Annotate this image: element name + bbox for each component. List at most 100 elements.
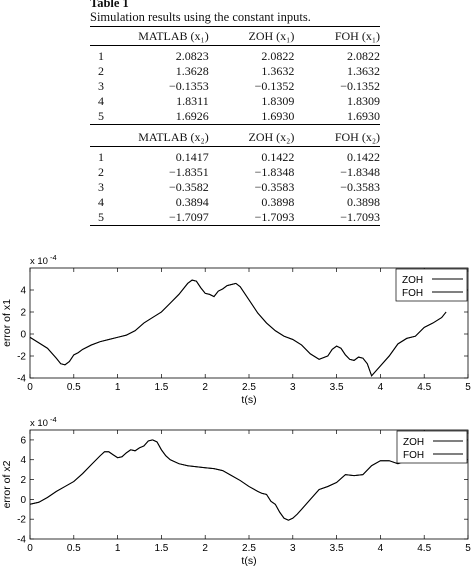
- table-header-cell: ZOH (x₂): [248, 130, 295, 144]
- error-x2-chart: x 10 -4 0 0.5 1 1.5 2 2.5 3 3.5 4 4.5 5 -4 -2 0 2 4 6 t(s) e…: [0, 412, 474, 570]
- y-tick-label: -2: [17, 515, 26, 526]
- line-chart-svg: x 10 -40 0.5 1 1.5 2 2.5 3 3.5 4 4.5 5-4-2024t(s)er…: [1, 253, 471, 406]
- table-cell: 1.3628: [175, 64, 209, 78]
- y-tick-label: 2: [20, 308, 26, 319]
- table-row: 2 −1.8351 −1.8348 −1.8348: [90, 165, 380, 180]
- table-row: 5 1.6926 1.6930 1.6930: [90, 109, 380, 125]
- table-cell: 5: [98, 210, 104, 224]
- table-cell: −0.3583: [340, 180, 380, 194]
- legend-label: FOH: [403, 450, 424, 461]
- table-cell: −0.1352: [254, 79, 295, 93]
- table-cell: 0.3898: [261, 195, 295, 209]
- x-tick-label: 3.5: [330, 382, 344, 393]
- table-header-row-x2: MATLAB (x₂) ZOH (x₂) FOH (x₂): [90, 128, 380, 147]
- table-row: 4 1.8311 1.8309 1.8309: [90, 94, 380, 109]
- exponent-power: -4: [50, 253, 57, 262]
- x-tick-label: 2.5: [242, 382, 256, 393]
- x-tick-label: 3.5: [330, 543, 344, 554]
- y-tick-label: 0: [20, 495, 26, 506]
- table-cell: 1.6930: [347, 109, 380, 123]
- table-row: 5 −1.7097 −1.7093 −1.7093: [90, 210, 380, 225]
- x-tick-label: 4: [378, 382, 384, 393]
- y-tick-label: 4: [20, 455, 26, 466]
- y-tick-label: 2: [20, 475, 26, 486]
- results-table-block: Table 1 Simulation results using the con…: [90, 0, 380, 226]
- table-cell: 4: [98, 195, 104, 209]
- table-bottom-rule: [90, 225, 380, 226]
- table-top-rule: [90, 26, 380, 27]
- legend-label: ZOH: [402, 275, 423, 286]
- exponent-label: x 10: [30, 256, 48, 267]
- table-cell: 1: [98, 49, 104, 63]
- legend-label: FOH: [402, 288, 423, 299]
- table-row: 2 1.3628 1.3632 1.3632: [90, 64, 380, 79]
- table-header-cell: MATLAB (x₂): [138, 130, 209, 144]
- table-cell: −1.8348: [254, 165, 295, 179]
- x-tick-label: 2.5: [242, 543, 256, 554]
- table-cell: 2: [98, 64, 104, 78]
- table-title: Table 1: [90, 0, 129, 10]
- table-header-cell: MATLAB (x₁): [138, 29, 209, 43]
- x-tick-label: 2: [202, 382, 208, 393]
- y-tick-label: -4: [17, 374, 26, 385]
- table-cell: 3: [98, 79, 104, 93]
- table-rule-row: [90, 124, 380, 128]
- table-cell: −1.8351: [168, 165, 209, 179]
- table-header-cell: [90, 27, 125, 46]
- series-line-foh: [29, 279, 447, 377]
- table-cell: 0.3894: [175, 195, 209, 209]
- table-cell: 5: [98, 109, 104, 123]
- table-mid-rule: [90, 45, 380, 49]
- x-axis-label: t(s): [241, 394, 256, 406]
- x-tick-label: 3: [290, 543, 296, 554]
- results-table: MATLAB (x₁) ZOH (x₁) FOH (x₁) 1 2.0823 2.0…: [90, 27, 380, 225]
- table-cell: −1.8348: [340, 165, 380, 179]
- table-row: 1 2.0823 2.0822 2.0822: [90, 49, 380, 64]
- table-cell: −1.7093: [340, 210, 380, 224]
- table-header-cell: ZOH (x₁): [248, 29, 295, 43]
- legend-box: [395, 268, 468, 302]
- plot-area: [29, 429, 469, 540]
- legend-label: ZOH: [403, 437, 424, 448]
- table-header-cell: FOH (x₂): [334, 130, 380, 144]
- y-axis-label: error of x2: [1, 460, 13, 508]
- x-axis-label: t(s): [241, 555, 256, 567]
- table-cell: −0.3583: [254, 180, 295, 194]
- table-cell: 3: [98, 180, 104, 194]
- table-row: 4 0.3894 0.3898 0.3898: [90, 195, 380, 210]
- table-header-row-x1: MATLAB (x₁) ZOH (x₁) FOH (x₁): [90, 27, 380, 46]
- table-cell: 1.6930: [261, 109, 295, 123]
- x-tick-label: 4.5: [417, 382, 431, 393]
- x-tick-label: 4.5: [417, 543, 431, 554]
- y-axis-label: error of x1: [1, 299, 13, 347]
- x-tick-label: 4: [378, 543, 384, 554]
- y-tick-label: -4: [17, 535, 26, 546]
- x-tick-label: 1.5: [154, 543, 168, 554]
- x-tick-label: 5: [465, 382, 471, 393]
- y-tick-label: 6: [20, 435, 26, 446]
- y-tick-label: -2: [17, 352, 26, 363]
- table-row: 3 −0.1353 −0.1352 −0.1352: [90, 79, 380, 94]
- legend-box: [396, 430, 468, 464]
- exponent-label: x 10: [30, 418, 48, 429]
- x-tick-label: 1: [115, 543, 121, 554]
- table-header-cell: [90, 128, 125, 147]
- table-header-cell: FOH (x₁): [334, 29, 380, 43]
- exponent-power: -4: [50, 415, 57, 424]
- x-tick-label: 3: [290, 382, 296, 393]
- table-cell: 2: [98, 165, 104, 179]
- x-tick-label: 5: [465, 543, 471, 554]
- series-line-foh: [29, 439, 442, 521]
- table-cell: −1.7093: [254, 210, 295, 224]
- table-cell: 1.8309: [261, 94, 295, 108]
- table-cell: 2.0822: [347, 49, 380, 63]
- table-cell: −1.7097: [168, 210, 209, 224]
- table-cell: 1.6926: [175, 109, 209, 123]
- table-rule-row: [90, 146, 380, 150]
- x-tick-label: 2: [202, 543, 208, 554]
- x-tick-label: 0: [27, 382, 33, 393]
- table-cell: 2.0823: [175, 49, 209, 63]
- plot-area: [29, 267, 469, 379]
- x-tick-label: 0.5: [67, 543, 81, 554]
- x-tick-label: 0: [27, 543, 33, 554]
